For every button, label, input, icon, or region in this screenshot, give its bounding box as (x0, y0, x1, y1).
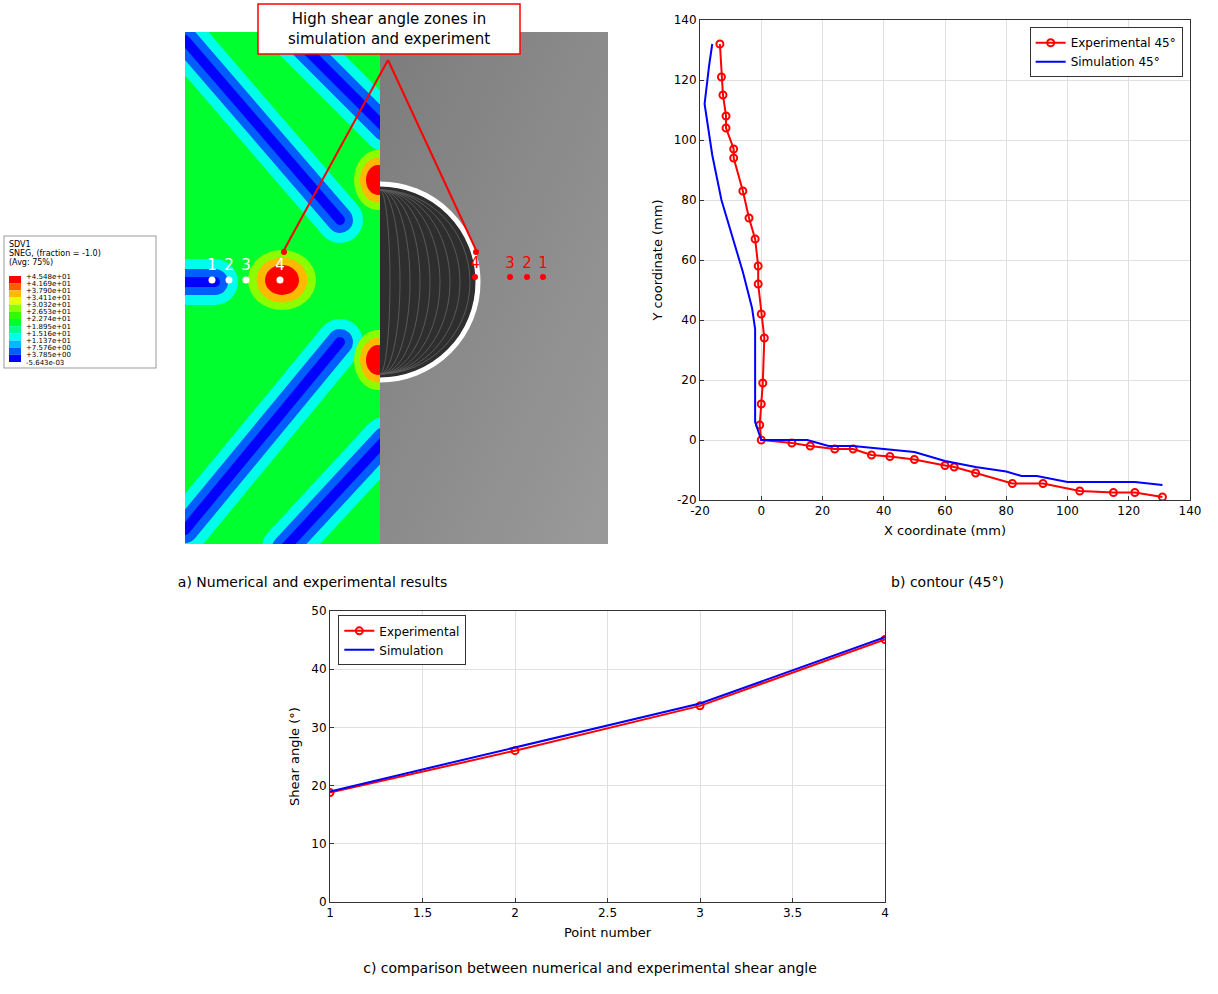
svg-text:60: 60 (681, 253, 696, 267)
svg-text:40: 40 (876, 504, 891, 518)
svg-text:+1.137e+01: +1.137e+01 (26, 337, 71, 345)
svg-text:+3.032e+01: +3.032e+01 (26, 301, 71, 310)
svg-text:1.5: 1.5 (413, 906, 432, 920)
svg-text:Experimental: Experimental (379, 625, 459, 639)
svg-text:-20: -20 (677, 493, 697, 507)
svg-text:0: 0 (757, 504, 765, 518)
svg-text:40: 40 (311, 662, 326, 676)
html-text:c) comparison between numerica: c) comparison between numerical and expe… (363, 960, 817, 976)
svg-text:3.5: 3.5 (783, 906, 802, 920)
svg-text:0: 0 (319, 895, 327, 909)
svg-text:20: 20 (815, 504, 830, 518)
svg-text:80: 80 (999, 504, 1014, 518)
svg-text:3: 3 (505, 254, 515, 272)
svg-text:-5.643e-03: -5.643e-03 (26, 359, 64, 367)
svg-text:140: 140 (1179, 504, 1202, 518)
svg-text:X coordinate (mm): X coordinate (mm) (884, 523, 1006, 538)
svg-text:4: 4 (470, 254, 480, 272)
svg-text:4: 4 (881, 906, 889, 920)
svg-text:+7.576e+00: +7.576e+00 (26, 344, 71, 353)
svg-text:120: 120 (1117, 504, 1140, 518)
svg-text:High shear angle zones in: High shear angle zones in (292, 10, 486, 28)
svg-text:120: 120 (674, 73, 697, 87)
svg-text:3: 3 (241, 256, 251, 274)
svg-text:-20: -20 (690, 504, 710, 518)
svg-text:1: 1 (326, 906, 334, 920)
svg-text:Simulation 45°: Simulation 45° (1071, 55, 1160, 69)
svg-text:1: 1 (538, 254, 548, 272)
svg-text:(Avg: 75%): (Avg: 75%) (9, 258, 53, 267)
svg-text:0: 0 (689, 433, 697, 447)
svg-text:Point number: Point number (564, 925, 652, 940)
svg-text:2: 2 (522, 254, 532, 272)
svg-text:Y coordinate (mm): Y coordinate (mm) (650, 199, 665, 321)
svg-text:20: 20 (681, 373, 696, 387)
svg-text:40: 40 (681, 313, 696, 327)
svg-text:+3.790e+01: +3.790e+01 (26, 286, 71, 295)
svg-text:+3.411e+01: +3.411e+01 (26, 294, 71, 302)
svg-text:SNEG, (fraction = -1.0): SNEG, (fraction = -1.0) (9, 249, 101, 258)
svg-text:Shear angle (°): Shear angle (°) (287, 707, 302, 806)
svg-text:2: 2 (511, 906, 519, 920)
svg-text:100: 100 (674, 133, 697, 147)
svg-text:20: 20 (311, 779, 326, 793)
svg-text:+2.274e+01: +2.274e+01 (26, 315, 71, 324)
svg-text:+4.169e+01: +4.169e+01 (26, 279, 71, 288)
html-text:a) Numerical and experimental: a) Numerical and experimental results (177, 574, 448, 590)
svg-text:2.5: 2.5 (598, 906, 617, 920)
svg-text:1: 1 (207, 256, 217, 274)
svg-text:140: 140 (674, 13, 697, 27)
svg-text:80: 80 (681, 193, 696, 207)
svg-text:2: 2 (224, 256, 234, 274)
svg-text:+1.895e+01: +1.895e+01 (26, 322, 71, 331)
svg-text:50: 50 (311, 604, 326, 618)
svg-text:+1.516e+01: +1.516e+01 (26, 329, 71, 338)
svg-text:10: 10 (311, 837, 326, 851)
svg-text:+3.785e+00: +3.785e+00 (26, 351, 71, 360)
svg-text:simulation and experiment: simulation and experiment (288, 30, 490, 48)
html-text:b) contour (45°): b) contour (45°) (891, 574, 1004, 590)
svg-text:Experimental 45°: Experimental 45° (1071, 36, 1176, 50)
svg-text:SDV1: SDV1 (9, 240, 31, 249)
svg-text:+4.548e+01: +4.548e+01 (26, 272, 71, 281)
svg-text:+2.653e+01: +2.653e+01 (26, 308, 71, 317)
svg-text:100: 100 (1056, 504, 1079, 518)
svg-text:60: 60 (937, 504, 952, 518)
svg-text:3: 3 (696, 906, 704, 920)
svg-text:Simulation: Simulation (379, 644, 443, 658)
svg-text:4: 4 (275, 256, 285, 274)
svg-text:30: 30 (311, 721, 326, 735)
